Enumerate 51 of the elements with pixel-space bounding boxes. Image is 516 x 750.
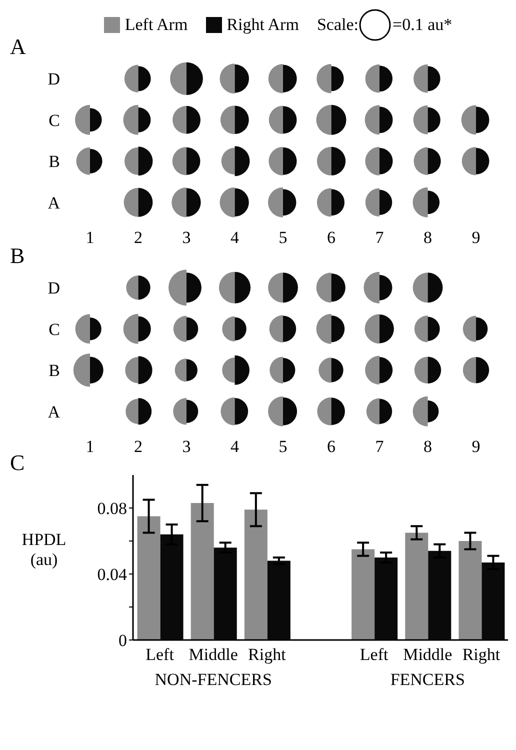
chart-title: C (10, 450, 25, 476)
x-tick-label: 6 (327, 228, 336, 248)
legend-title: Scale: (316, 15, 358, 35)
x-tick-label: 7 (375, 437, 384, 456)
x-tick-label: Middle (403, 645, 452, 664)
x-tick-label: 5 (278, 437, 288, 456)
x-tick-label: 1 (86, 437, 94, 456)
x-tick-label: Right (248, 645, 286, 664)
y-tick-label: D (48, 70, 60, 89)
x-tick-label: 8 (424, 437, 432, 456)
y-tick-label: 0.08 (97, 499, 127, 518)
chart-title: B (10, 243, 25, 268)
y-axis-title: HPDL (au) (20, 530, 68, 570)
x-tick-label: 4 (230, 228, 240, 248)
x-tick-label: 2 (134, 437, 142, 456)
y-tick-label: 0 (118, 631, 127, 650)
x-tick-label: Right (462, 645, 500, 664)
x-tick-label: 2 (134, 228, 142, 248)
y-tick-label: C (48, 320, 60, 339)
x-tick-label: Left (360, 645, 388, 664)
x-tick-label: 1 (86, 228, 94, 248)
text: FENCERS (389, 670, 466, 690)
y-tick-label: B (48, 152, 60, 172)
y-tick-label: D (48, 278, 60, 298)
legend-label: Right Arm (226, 15, 299, 35)
y-tick-label: C (48, 110, 60, 130)
bar (244, 510, 268, 640)
x-tick-label: 3 (182, 437, 191, 456)
bar (137, 516, 160, 640)
x-tick-label: 8 (424, 228, 432, 248)
x-tick-label: 9 (472, 228, 480, 248)
x-tick-label: 6 (327, 437, 336, 456)
y-tick-label: B (48, 361, 60, 380)
bar (190, 503, 214, 640)
x-tick-label: Middle (188, 645, 238, 664)
x-tick-label: 9 (472, 437, 480, 456)
x-tick-label: Left (146, 645, 174, 664)
bar (352, 549, 375, 640)
text: NON-FENCERS (154, 670, 273, 690)
chart-title: A (10, 34, 27, 59)
x-tick-label: 5 (278, 228, 288, 248)
y-tick-label: A (48, 193, 61, 212)
x-tick-label: 3 (182, 228, 191, 248)
y-tick-label: 0.04 (97, 565, 128, 584)
bar (458, 541, 482, 640)
x-tick-label: 7 (375, 228, 384, 248)
bar (405, 532, 428, 640)
y-tick-label: A (48, 402, 61, 422)
x-tick-label: 4 (230, 437, 240, 456)
legend-label: Left Arm (124, 15, 188, 35)
legend-label: =0.1 au* (392, 15, 452, 35)
